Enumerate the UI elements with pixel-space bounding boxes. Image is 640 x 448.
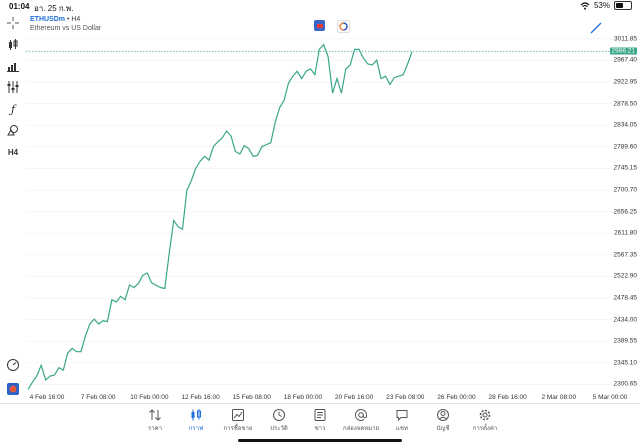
broker-logo-icon[interactable] <box>314 20 325 31</box>
price-tick-label: 2478.45 <box>613 294 638 302</box>
bar-chart-icon[interactable] <box>6 59 20 73</box>
header-separator: • <box>66 16 70 23</box>
header-icons <box>314 20 350 33</box>
time-tick-label: 26 Feb 00:00 <box>437 394 476 401</box>
speedometer-icon[interactable] <box>6 358 20 372</box>
price-tick-label: 2656.25 <box>613 208 638 216</box>
price-tick-label: 2878.50 <box>613 100 638 108</box>
tab-trade-chart[interactable]: การซื้อขาย <box>218 408 258 433</box>
tab-chat[interactable]: แชท <box>382 408 422 433</box>
price-tick-label: 2745.15 <box>613 164 638 172</box>
symbol-name[interactable]: ETHUSDm <box>30 16 66 23</box>
time-tick-label: 12 Feb 16:00 <box>181 394 220 401</box>
tab-news[interactable]: ข่าว <box>300 408 340 433</box>
time-tick-label: 15 Feb 08:00 <box>232 394 271 401</box>
shapes-icon[interactable] <box>6 123 20 137</box>
tab-label: ข่าว <box>314 426 326 432</box>
time-tick-label: 5 Mar 00:00 <box>592 394 628 401</box>
tab-label: ประวัติ <box>270 426 288 432</box>
history-icon <box>259 408 299 422</box>
tab-gear[interactable]: การตั้งค่า <box>465 408 505 433</box>
tab-label: บัญชี <box>436 426 450 432</box>
account-icon <box>423 408 463 422</box>
tab-arrows[interactable]: ราคา <box>135 408 175 433</box>
time-axis: 4 Feb 16:00 7 Feb 08:00 10 Feb 00:00 12 Feb… <box>26 394 628 404</box>
tab-label: การซื้อขาย <box>223 426 253 432</box>
draw-line-icon[interactable] <box>590 22 602 34</box>
left-toolbar: ƒ H4 <box>0 14 26 399</box>
time-tick-label: 7 Feb 08:00 <box>80 394 116 401</box>
header-timeframe: H4 <box>71 16 81 23</box>
status-bar: 01:04 อา. 25 ก.พ. 53% <box>0 0 640 14</box>
tab-label: ราคา <box>148 426 162 432</box>
price-chart[interactable] <box>26 30 612 392</box>
price-tick-label: 2522.90 <box>613 272 638 280</box>
broker-icon[interactable] <box>6 382 20 396</box>
mail-at-icon <box>341 408 381 422</box>
price-tick-label: 2922.95 <box>613 78 638 86</box>
price-line-series <box>27 43 413 390</box>
tab-label: การตั้งค่า <box>472 426 498 432</box>
tab-label: กราฟ <box>188 426 204 432</box>
price-tick-label: 2611.80 <box>613 229 637 237</box>
price-tick-label: 2434.00 <box>613 316 638 324</box>
candlestick-icon[interactable] <box>6 38 20 52</box>
battery-percent: 53% <box>593 1 610 10</box>
tab-label: แชท <box>396 426 408 432</box>
tab-account[interactable]: บัญชี <box>423 408 463 433</box>
price-tick-label: 3011.85 <box>613 35 637 43</box>
price-tick-label: 2567.35 <box>613 251 638 259</box>
price-tick-label: 2700.70 <box>613 186 638 194</box>
price-tick-label: 2967.40 <box>613 56 638 64</box>
symbol-description: Ethereum vs US Dollar <box>30 25 102 32</box>
news-icon <box>300 408 340 422</box>
chart-header: ETHUSDm • H4 Ethereum vs US Dollar <box>30 15 101 33</box>
tab-candles[interactable]: กราฟ <box>176 408 216 433</box>
current-price-label: 2986.21 <box>609 47 637 55</box>
timeframe-label[interactable]: H4 <box>7 147 19 157</box>
status-date: อา. 25 ก.พ. <box>34 4 74 13</box>
indicator-circle-icon[interactable] <box>337 20 350 33</box>
time-tick-label: 18 Feb 00:00 <box>283 394 323 401</box>
tab-label: กล่องจดหมาย <box>342 426 380 432</box>
crosshair-icon[interactable] <box>6 16 20 30</box>
tab-mail-at[interactable]: กล่องจดหมาย <box>341 408 381 433</box>
time-tick-label: 2 Mar 08:00 <box>541 394 577 401</box>
trade-chart-icon <box>218 408 258 422</box>
wifi-icon <box>580 1 590 10</box>
price-tick-label: 2389.55 <box>613 337 638 345</box>
price-axis: 3011.85 2967.40 2922.95 2878.50 2834.05 2789.… <box>609 30 640 392</box>
home-indicator <box>238 439 402 442</box>
chat-icon <box>382 408 422 422</box>
status-time: 01:04 <box>9 2 30 11</box>
sliders-icon[interactable] <box>6 80 20 94</box>
price-tick-label: 2300.65 <box>613 380 638 388</box>
time-tick-label: 10 Feb 00:00 <box>130 394 169 401</box>
price-tick-label: 2789.60 <box>613 143 638 151</box>
status-right: 53% <box>580 1 632 10</box>
battery-icon <box>614 1 632 10</box>
time-tick-label: 20 Feb 16:00 <box>334 394 374 401</box>
gear-icon <box>465 408 505 422</box>
price-tick-label: 2834.05 <box>613 121 638 129</box>
time-tick-label: 23 Feb 08:00 <box>386 394 425 401</box>
tab-history[interactable]: ประวัติ <box>259 408 299 433</box>
time-tick-label: 28 Feb 16:00 <box>488 394 527 401</box>
function-icon[interactable]: ƒ <box>10 102 16 116</box>
time-tick-label: 4 Feb 16:00 <box>29 394 65 401</box>
arrows-icon <box>135 408 175 422</box>
price-tick-label: 2345.10 <box>613 359 638 367</box>
candles-icon <box>176 408 216 422</box>
